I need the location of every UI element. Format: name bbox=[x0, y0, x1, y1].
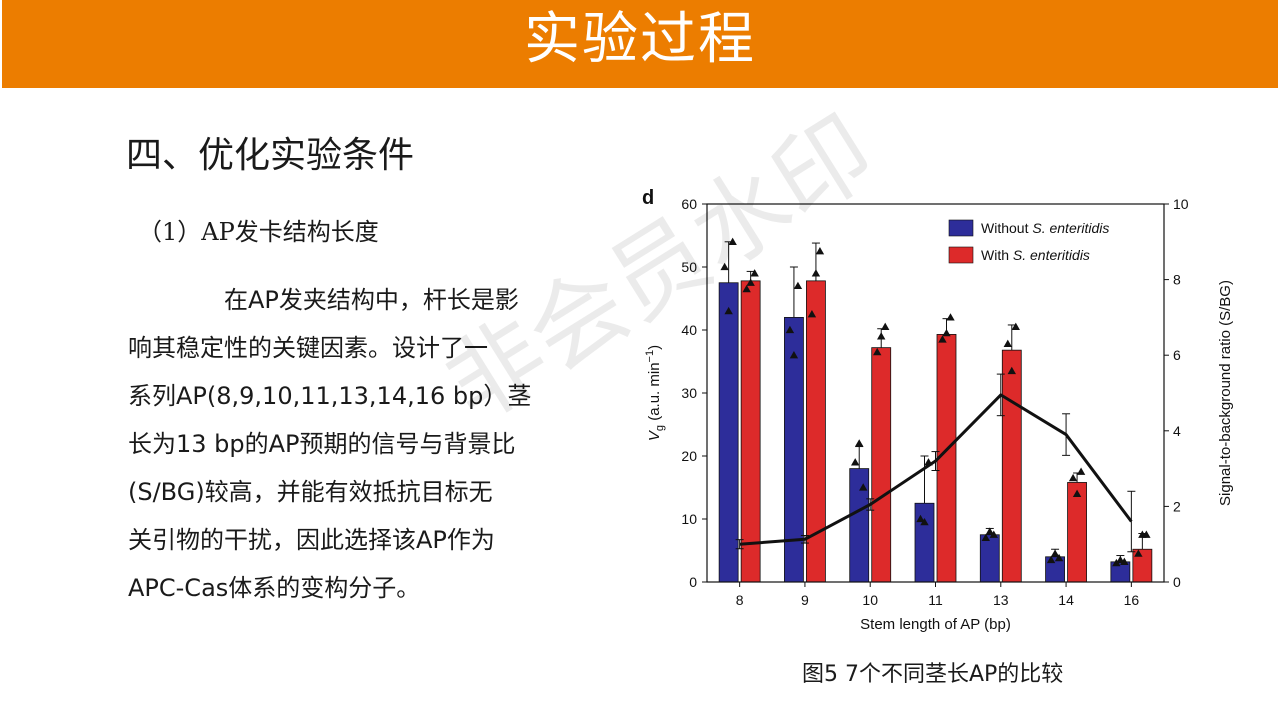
x-tick-label-16: 16 bbox=[1124, 592, 1140, 608]
bar-with-10 bbox=[871, 347, 892, 583]
x-tick-label-8: 8 bbox=[736, 592, 744, 608]
data-point-with-8-2 bbox=[746, 278, 755, 286]
data-point-with-14-1 bbox=[1068, 473, 1078, 482]
bar-without-8 bbox=[718, 282, 739, 583]
data-point-with-8-1 bbox=[742, 284, 751, 293]
data-point-without-13-2 bbox=[985, 527, 994, 535]
stem-length-chart: d 0 10 20 30 40 50 60 0 2 4 6 8 10 8 9 10 11 13 14 16 Stem le… bbox=[642, 187, 1234, 633]
bar-with-8 bbox=[740, 280, 761, 583]
data-point-with-10-2 bbox=[877, 332, 886, 340]
x-tick-label-11: 11 bbox=[928, 592, 943, 608]
data-point-without-14-3 bbox=[1054, 553, 1064, 562]
page-title: 实验过程 bbox=[524, 7, 756, 72]
body-line-7: APC-Cas体系的变构分子。 bbox=[128, 574, 421, 602]
y-tick-label-30: 30 bbox=[681, 385, 697, 401]
data-point-without-13-1 bbox=[981, 533, 990, 542]
data-point-with-9-1 bbox=[807, 310, 817, 318]
data-point-without-8-1 bbox=[720, 262, 729, 271]
data-point-without-16-3 bbox=[1120, 557, 1129, 565]
y2-tick-label-0: 0 bbox=[1173, 574, 1181, 590]
data-point-without-16-1 bbox=[1112, 558, 1121, 567]
data-point-without-8-3 bbox=[728, 237, 737, 245]
y2-tick-label-6: 6 bbox=[1173, 347, 1181, 363]
body-line-6: 关引物的干扰，因此选择该AP作为 bbox=[128, 526, 495, 554]
figure-caption: 图5 7个不同茎长AP的比较 bbox=[802, 662, 1064, 687]
x-tick-label-9: 9 bbox=[801, 592, 809, 608]
data-point-with-14-2 bbox=[1072, 489, 1082, 497]
body-paragraph: 在AP发夹结构中，杆长是影 响其稳定性的关键因素。设计了一 系列AP(8,9,1… bbox=[128, 276, 558, 612]
data-point-with-13-2 bbox=[1007, 366, 1016, 375]
data-point-with-14-3 bbox=[1076, 467, 1086, 475]
data-point-without-13-3 bbox=[989, 530, 998, 538]
plot-frame bbox=[706, 203, 1165, 583]
data-point-without-9-1 bbox=[785, 325, 795, 334]
panel-label: d bbox=[642, 187, 654, 209]
data-point-with-9-3 bbox=[815, 247, 825, 255]
header-banner: 实验过程 bbox=[2, 0, 1278, 88]
data-point-without-11-2 bbox=[920, 517, 929, 526]
data-point-without-8-2 bbox=[724, 306, 733, 315]
y2-tick-label-10: 10 bbox=[1173, 196, 1189, 212]
data-point-with-8-3 bbox=[750, 269, 759, 277]
data-point-with-11-3 bbox=[946, 313, 955, 321]
y-tick-label-40: 40 bbox=[681, 322, 697, 338]
data-point-without-10-3 bbox=[859, 483, 868, 491]
y-axis-label: Vg (a.u. min−1) bbox=[644, 345, 666, 441]
y-tick-label-20: 20 bbox=[681, 448, 697, 464]
data-point-without-11-1 bbox=[916, 514, 925, 523]
bar-without-13 bbox=[979, 534, 1000, 583]
y-tick-label-10: 10 bbox=[681, 511, 697, 527]
data-point-without-9-2 bbox=[789, 351, 799, 359]
y-tick-label-0: 0 bbox=[689, 574, 697, 590]
section-title: 四、优化实验条件 bbox=[126, 135, 415, 176]
data-point-with-9-2 bbox=[811, 269, 821, 277]
data-point-without-10-2 bbox=[855, 439, 864, 447]
data-point-without-14-2 bbox=[1050, 549, 1060, 557]
y-tick-label-50: 50 bbox=[681, 259, 697, 275]
x-axis-label: Stem length of AP (bp) bbox=[860, 616, 1011, 633]
y2-tick-label-8: 8 bbox=[1173, 272, 1181, 288]
bar-with-13 bbox=[1001, 349, 1022, 583]
legend-swatch-1 bbox=[948, 219, 974, 237]
legend-swatch-2 bbox=[948, 246, 974, 264]
data-point-with-11-2 bbox=[942, 328, 951, 337]
body-line-5: (S/BG)较高，并能有效抵抗目标无 bbox=[128, 478, 493, 506]
data-point-without-9-3 bbox=[793, 281, 803, 290]
data-point-with-10-3 bbox=[881, 322, 890, 330]
y-tick-label-60: 60 bbox=[681, 196, 697, 212]
data-point-with-16-1 bbox=[1134, 549, 1143, 557]
legend-label-1: Without S. enteritidis bbox=[981, 220, 1109, 236]
x-tick-label-13: 13 bbox=[993, 592, 1009, 608]
data-point-without-14-1 bbox=[1046, 555, 1056, 564]
data-point-with-10-1 bbox=[873, 347, 882, 356]
y2-axis-label: Signal-to-background ratio (S/BG) bbox=[1217, 280, 1234, 506]
data-point-with-16-3 bbox=[1142, 530, 1151, 538]
body-line-2: 响其稳定性的关键因素。设计了一 bbox=[128, 334, 488, 362]
bar-with-14 bbox=[1067, 482, 1087, 583]
legend-label-2: With S. enteritidis bbox=[981, 247, 1090, 263]
body-line-3: 系列AP(8,9,10,11,13,14,16 bp）茎 bbox=[128, 382, 532, 410]
bar-without-10 bbox=[849, 468, 870, 583]
data-point-with-13-3 bbox=[1011, 322, 1020, 330]
data-point-with-13-1 bbox=[1003, 339, 1012, 348]
y2-tick-label-2: 2 bbox=[1173, 498, 1181, 514]
x-tick-label-10: 10 bbox=[862, 592, 878, 608]
subsection-title: （1）AP发卡结构长度 bbox=[138, 218, 379, 246]
y2-tick-label-4: 4 bbox=[1173, 423, 1181, 439]
data-point-with-11-1 bbox=[938, 335, 947, 343]
body-line-4: 长为13 bp的AP预期的信号与背景比 bbox=[128, 430, 516, 458]
body-line-1: 在AP发夹结构中，杆长是影 bbox=[224, 286, 519, 314]
x-tick-label-14: 14 bbox=[1058, 592, 1074, 608]
bar-without-11 bbox=[914, 502, 935, 583]
data-point-without-10-1 bbox=[851, 458, 860, 466]
